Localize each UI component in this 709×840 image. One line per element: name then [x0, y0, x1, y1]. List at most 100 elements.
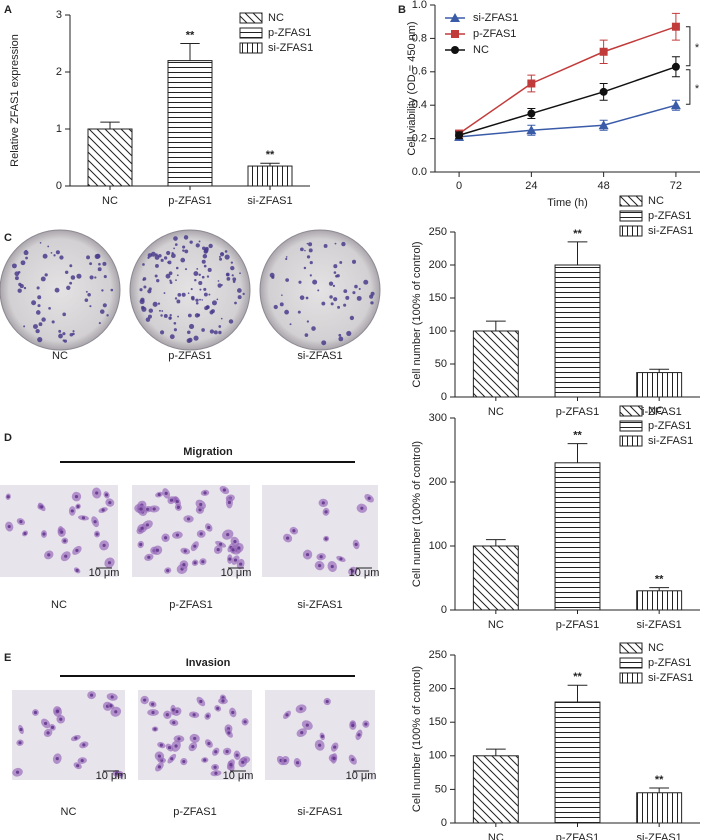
colony — [156, 278, 160, 283]
colony — [198, 281, 203, 286]
legend-label: si-ZFAS1 — [648, 672, 693, 684]
nucleus — [193, 544, 197, 548]
colony — [207, 267, 212, 273]
legend-marker — [450, 13, 460, 22]
colony — [103, 275, 107, 279]
colony — [208, 243, 213, 249]
nucleus — [182, 759, 186, 764]
colony — [242, 292, 245, 296]
legend-label: si-ZFAS1 — [268, 42, 313, 54]
panel-label: C — [4, 232, 12, 244]
nucleus — [140, 526, 144, 530]
nucleus — [33, 710, 38, 715]
image-label: NC — [52, 350, 68, 362]
nucleus — [19, 520, 23, 524]
panel-label: E — [4, 652, 11, 664]
nucleus — [166, 568, 170, 573]
colony — [186, 330, 191, 335]
row-title: Migration — [183, 446, 233, 458]
colony — [76, 273, 82, 279]
colony — [224, 250, 228, 253]
colony — [160, 258, 164, 262]
colony — [35, 310, 41, 315]
colony — [157, 302, 161, 305]
colony — [99, 309, 105, 314]
nucleus — [235, 753, 239, 757]
colony — [298, 280, 302, 284]
colony — [86, 255, 90, 260]
legend-label: si-ZFAS1 — [648, 225, 693, 237]
colony — [53, 254, 56, 257]
nucleus — [163, 536, 168, 540]
legend-swatch — [619, 435, 643, 447]
bar — [87, 128, 133, 187]
colony — [232, 277, 237, 282]
colony — [190, 295, 195, 300]
x-tick-label: NC — [488, 619, 504, 631]
legend-label: p-ZFAS1 — [268, 27, 311, 39]
nucleus — [193, 736, 197, 741]
row-title: Invasion — [186, 657, 231, 669]
colony — [143, 285, 147, 289]
nucleus — [46, 731, 50, 735]
colony — [154, 274, 158, 278]
marker — [526, 125, 537, 135]
colony — [343, 289, 348, 294]
nucleus — [43, 721, 48, 726]
nucleus — [305, 723, 309, 727]
y-tick-label: 200 — [429, 683, 447, 695]
nucleus — [175, 709, 179, 714]
marker — [671, 62, 680, 71]
colony — [36, 286, 40, 290]
colony — [201, 275, 205, 279]
colony — [173, 328, 177, 332]
nucleus — [174, 744, 178, 748]
colony — [14, 276, 19, 281]
nucleus — [108, 500, 112, 505]
nucleus — [222, 488, 226, 492]
nucleus — [330, 564, 334, 569]
scale-bar-label: 10 μm — [221, 567, 252, 579]
y-axis-label: Cell number (100% of control) — [411, 666, 423, 812]
colony — [166, 250, 171, 256]
y-tick-label: 1 — [56, 123, 62, 135]
colony — [336, 274, 340, 278]
colony — [309, 274, 312, 277]
image-label: si-ZFAS1 — [297, 806, 342, 818]
nucleus — [325, 699, 329, 704]
y-tick-label: 200 — [429, 259, 447, 271]
series-line — [458, 26, 677, 135]
colony — [167, 260, 172, 265]
y-axis-label: Cell viability (OD = 450 nm) — [406, 21, 418, 155]
colony — [309, 261, 313, 265]
colony — [55, 250, 60, 255]
significance-label: ** — [655, 574, 664, 586]
colony — [62, 312, 67, 317]
colony — [169, 316, 172, 319]
nucleus — [64, 554, 68, 558]
legend-swatch — [619, 225, 643, 237]
colony — [62, 339, 66, 342]
colony — [174, 243, 178, 246]
colony — [345, 295, 350, 300]
colony — [308, 248, 313, 253]
colony — [304, 333, 309, 337]
nucleus — [206, 714, 210, 718]
colony — [102, 303, 107, 308]
legend-label: NC — [648, 195, 664, 207]
marker — [599, 47, 608, 56]
image — [12, 690, 125, 780]
colony — [239, 272, 241, 275]
nucleus — [74, 736, 78, 740]
nucleus — [74, 495, 79, 499]
colony — [209, 329, 215, 334]
colony — [281, 294, 283, 297]
nucleus — [19, 727, 23, 732]
marker — [527, 109, 536, 118]
bar — [554, 264, 601, 398]
colony — [101, 289, 104, 292]
bar — [636, 792, 683, 824]
marker — [670, 100, 681, 110]
colony — [72, 330, 75, 333]
